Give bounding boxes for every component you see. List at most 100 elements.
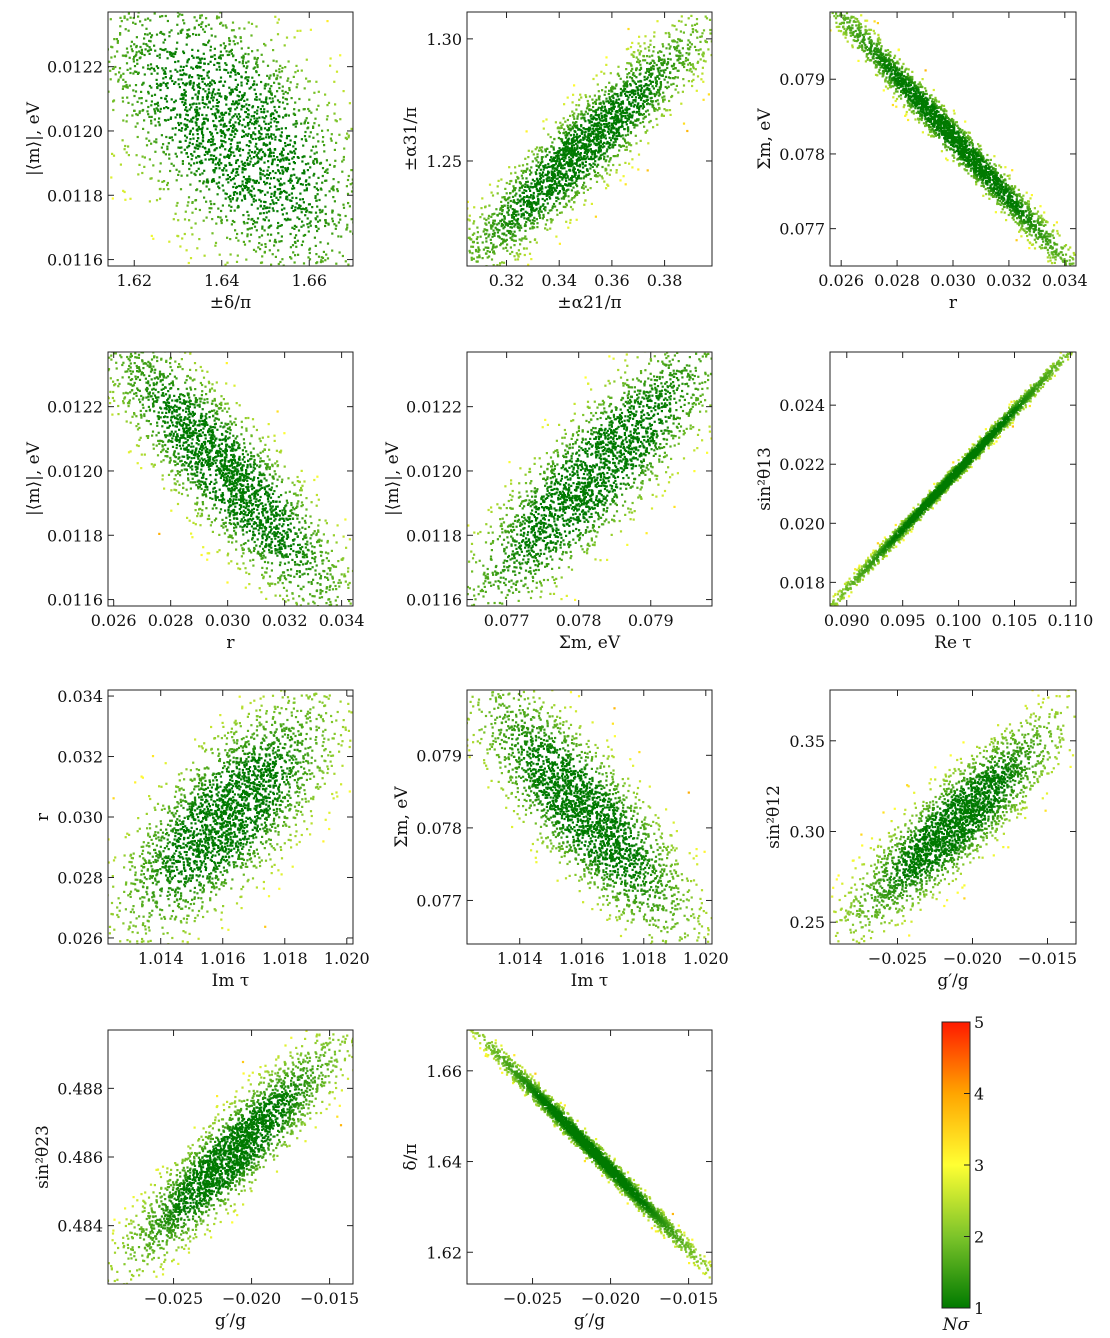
scatter-point	[244, 282, 246, 284]
scatter-point	[160, 134, 163, 137]
scatter-point	[214, 128, 217, 131]
scatter-point	[169, 70, 172, 73]
scatter-point	[239, 193, 242, 196]
scatter-point	[635, 69, 638, 72]
scatter-point	[259, 167, 262, 170]
scatter-point	[474, 293, 476, 295]
scatter-point	[299, 192, 302, 195]
scatter-point	[611, 95, 614, 98]
scatter-point	[219, 57, 222, 60]
scatter-point	[300, 208, 303, 211]
scatter-point	[671, 24, 674, 27]
scatter-point	[582, 166, 585, 169]
scatter-point	[216, 92, 219, 95]
scatter-point	[184, 99, 187, 102]
scatter-point	[677, 54, 680, 57]
scatter-point	[231, 21, 235, 24]
scatter-point	[282, 147, 285, 150]
scatter-point	[580, 96, 583, 99]
scatter-point	[75, 49, 77, 51]
scatter-point	[294, 101, 297, 104]
scatter-point	[208, 207, 211, 210]
scatter-point	[314, 195, 317, 198]
scatter-point	[589, 187, 592, 190]
scatter-point	[205, 95, 209, 98]
scatter-point	[608, 173, 611, 176]
scatter-point	[260, 261, 264, 264]
scatter-point	[262, 137, 265, 140]
scatter-point	[317, 227, 320, 230]
scatter-point	[590, 202, 593, 205]
scatter-point	[159, 187, 162, 190]
scatter-point	[215, 125, 218, 128]
scatter-point	[600, 112, 603, 115]
scatter-point	[150, 234, 153, 237]
scatter-point	[170, 29, 173, 32]
scatter-point	[341, 170, 344, 173]
scatter-point	[196, 74, 199, 77]
scatter-point	[699, 35, 702, 38]
scatter-point	[170, 51, 173, 54]
scatter-point	[635, 56, 638, 59]
scatter-point	[313, 152, 316, 155]
scatter-point	[132, 58, 135, 61]
scatter-point	[208, 100, 211, 103]
scatter-point	[276, 2, 278, 4]
scatter-point	[527, 263, 530, 266]
scatter-point	[509, 230, 512, 233]
scatter-point	[233, 43, 236, 46]
scatter-point	[288, 193, 291, 196]
scatter-point	[641, 102, 645, 105]
scatter-point	[522, 208, 525, 211]
scatter-point	[291, 187, 294, 190]
scatter-point	[222, 84, 225, 87]
scatter-point	[236, 42, 239, 45]
scatter-point	[179, 188, 183, 191]
scatter-point	[302, 155, 305, 158]
scatter-point	[206, 97, 209, 101]
scatter-point	[243, 194, 246, 197]
scatter-point	[742, 24, 744, 26]
scatter-point	[285, 195, 288, 198]
scatter-point	[620, 124, 624, 127]
scatter-point	[140, 48, 143, 51]
scatter-point	[514, 210, 518, 213]
scatter-point	[557, 130, 560, 133]
scatter-point	[630, 64, 633, 67]
scatter-point	[212, 180, 216, 183]
scatter-point	[186, 59, 189, 62]
scatter-point	[569, 129, 572, 132]
scatter-point	[558, 184, 561, 187]
scatter-point	[518, 229, 521, 232]
scatter-point	[509, 199, 512, 203]
scatter-point	[532, 194, 535, 197]
scatter-point	[325, 169, 328, 172]
scatter-point	[624, 121, 627, 124]
scatter-point	[464, 222, 466, 224]
scatter-point	[203, 106, 206, 109]
scatter-point	[392, 286, 394, 288]
scatter-point	[539, 205, 542, 208]
scatter-point	[520, 215, 523, 218]
scatter-point	[310, 211, 313, 214]
scatter-point	[572, 115, 575, 118]
scatter-point	[544, 150, 547, 153]
scatter-point	[210, 55, 213, 58]
scatter-point	[646, 61, 649, 65]
scatter-point	[197, 56, 200, 59]
scatter-point	[220, 131, 223, 134]
scatter-point	[241, 171, 244, 174]
scatter-point	[666, 66, 669, 70]
scatter-point	[673, 24, 676, 28]
scatter-point	[316, 133, 319, 136]
scatter-point	[350, 218, 353, 221]
scatter-point	[225, 125, 228, 128]
scatter-point	[24, 5, 26, 7]
scatter-point	[197, 86, 200, 89]
scatter-point	[202, 88, 205, 91]
scatter-point	[271, 100, 275, 103]
scatter-point	[602, 102, 606, 105]
scatter-point	[573, 152, 576, 155]
scatter-point	[224, 148, 227, 151]
scatter-point	[573, 139, 576, 142]
